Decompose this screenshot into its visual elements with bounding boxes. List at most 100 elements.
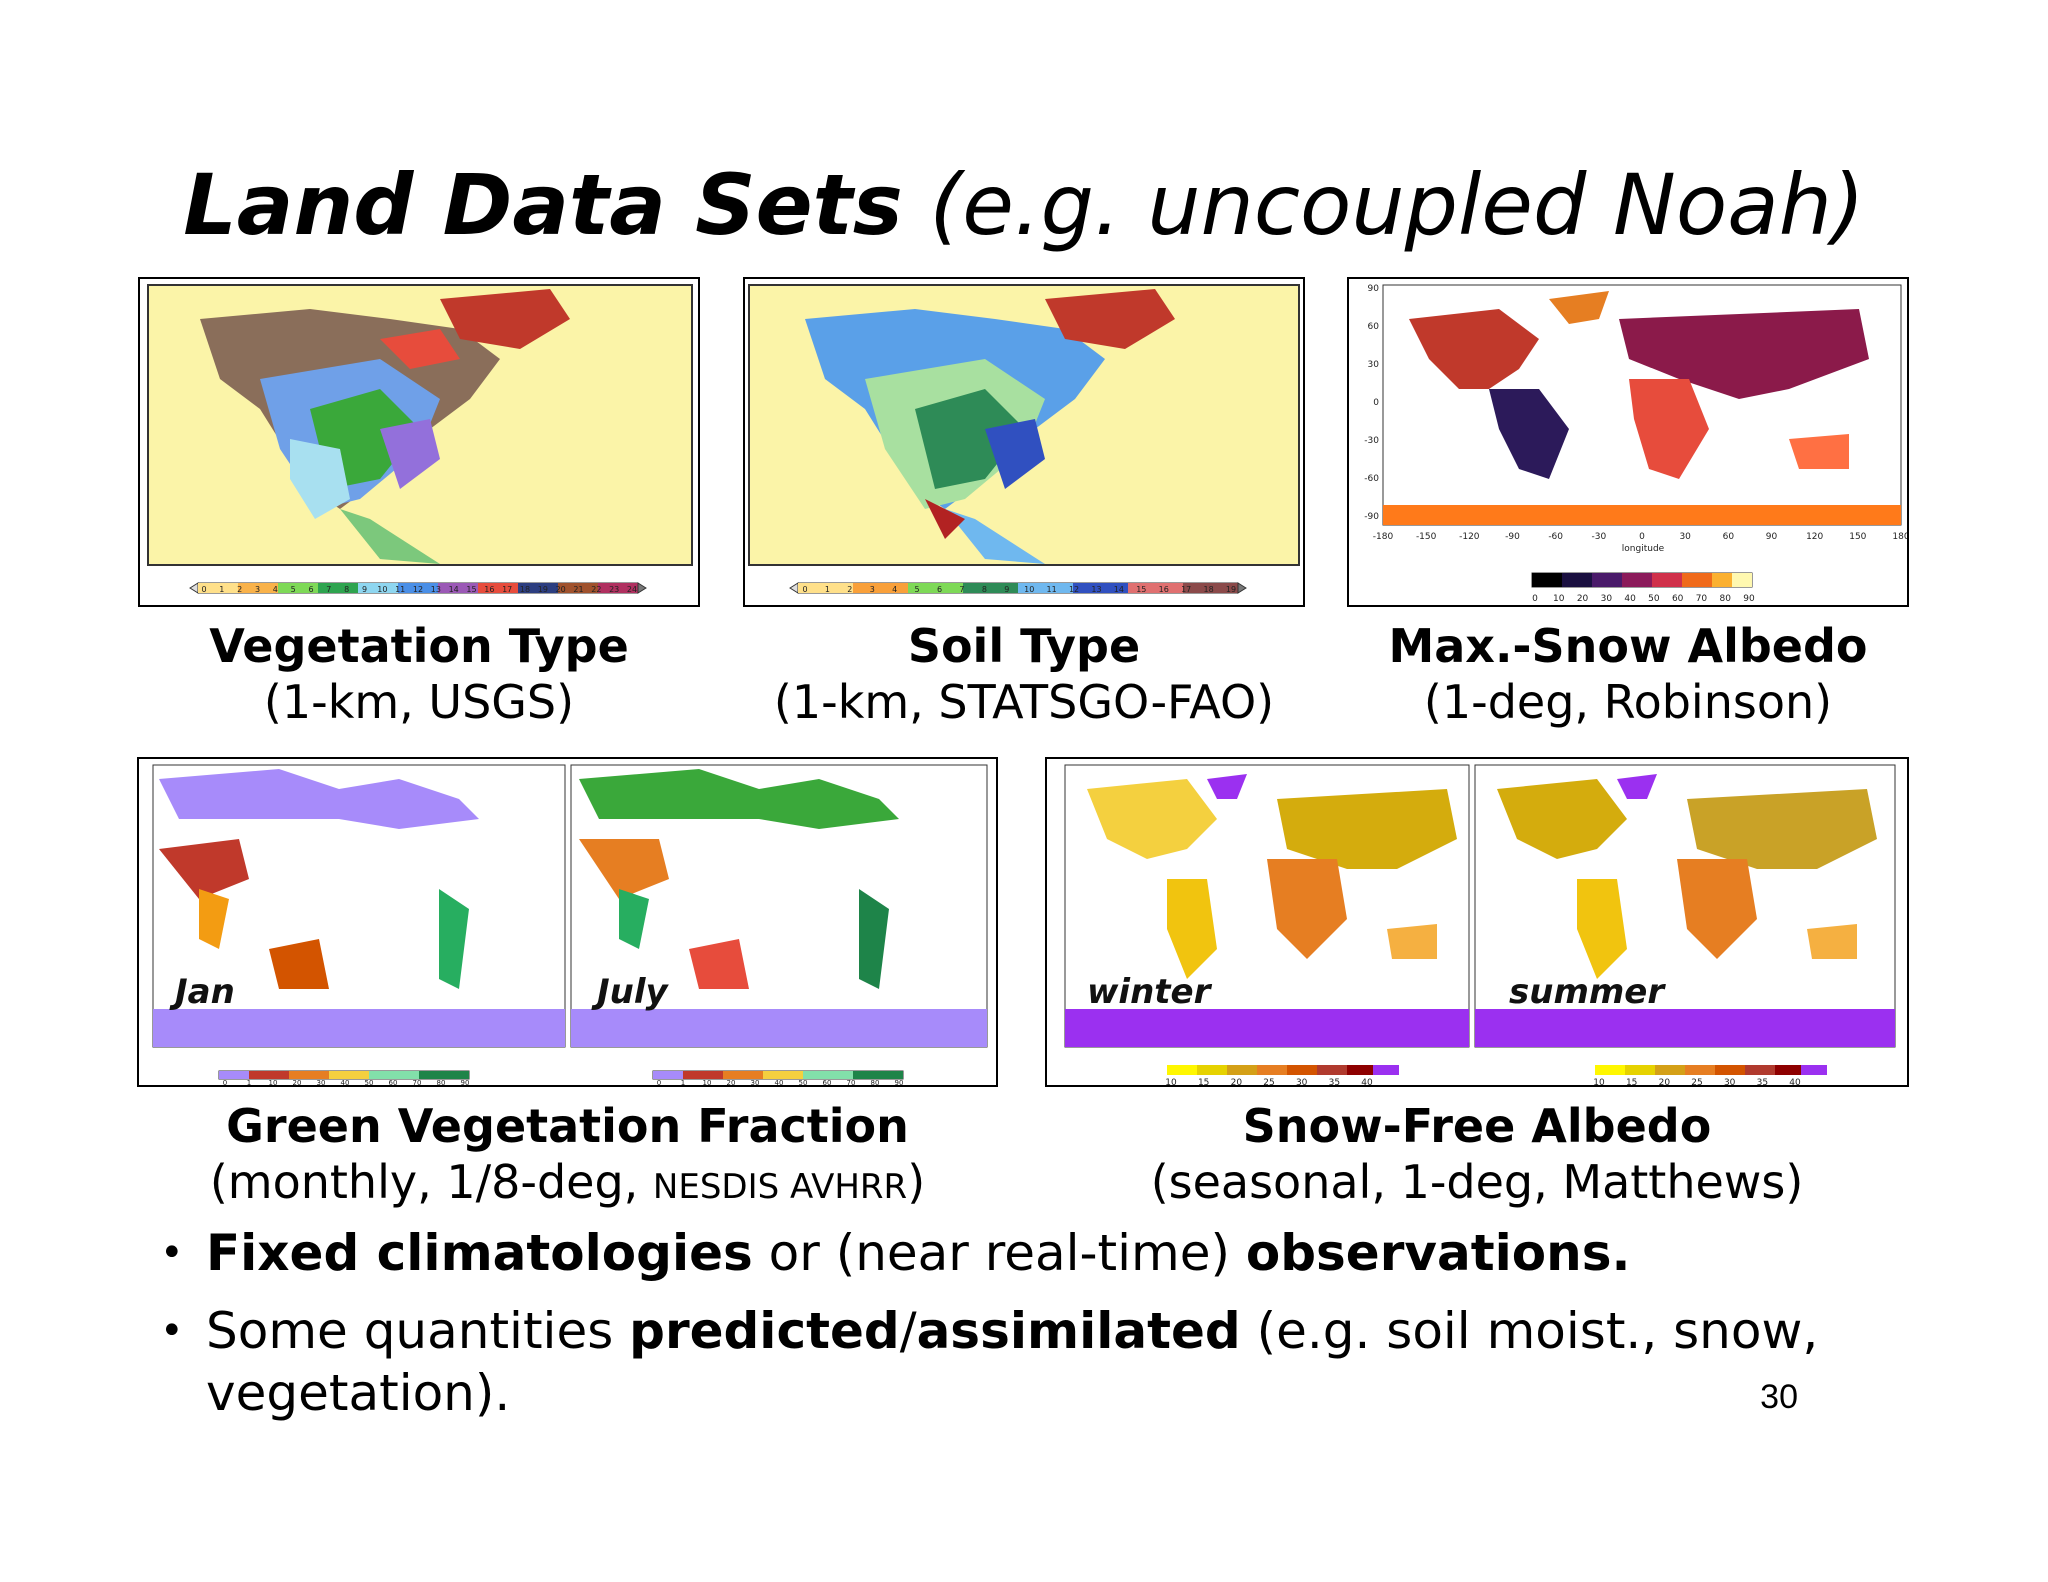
vegetation-colorbar-tick: 16: [484, 585, 494, 594]
snow-albedo-x-tick: -120: [1459, 532, 1480, 542]
b2-post: (e.g. soil moist., snow, vegetation).: [206, 1302, 1819, 1422]
soil-colorbar-tick: 19: [1226, 585, 1236, 594]
b2-slash: /: [899, 1302, 917, 1360]
soil-colorbar-tick: 7: [959, 585, 964, 594]
snowfree-winter-map: [1064, 764, 1470, 1048]
soil-map: [748, 284, 1300, 566]
vegetation-colorbar-tick: 18: [520, 585, 530, 594]
soil-colorbar-tick: 12: [1069, 585, 1079, 594]
gvf-july-colorbar-tick: 1: [681, 1079, 685, 1085]
snow-albedo-colorbar-tick: 20: [1577, 594, 1589, 604]
snow-albedo-y-tick: 0: [1373, 398, 1379, 408]
gvf-july-colorbar-tick: 70: [847, 1079, 856, 1085]
snow-albedo-colorbar-tick: 80: [1719, 594, 1731, 604]
gvf-jan-map: [152, 764, 566, 1048]
snowfree-summer-colorbar-tick: 40: [1789, 1078, 1801, 1085]
b1-bold1: Fixed climatologies: [206, 1224, 753, 1282]
vegetation-colorbar-tick: 10: [377, 585, 387, 594]
soil-colorbar-tick: 15: [1136, 585, 1146, 594]
snow-albedo-colorbar-tick: 30: [1601, 594, 1613, 604]
gvf-jan-colorbar-tick: 10: [269, 1079, 278, 1085]
snowfree-winter-colorbar-tick: 35: [1329, 1078, 1340, 1085]
gvf-jan-colorbar-tick: 70: [413, 1079, 422, 1085]
soil-colorbar-tick: 10: [1024, 585, 1034, 594]
bullet-dot: •: [160, 1230, 184, 1276]
gvf-jan-colorbar: 0 1 10 20 30 40 50 60 70 80 90: [218, 1070, 470, 1085]
snow-albedo-x-tick: 180: [1892, 532, 1907, 542]
gvf-jan-colorbar-tick: 60: [389, 1079, 398, 1085]
vegetation-colorbar-tick: 2: [237, 585, 242, 594]
vegetation-colorbar-tick: 8: [344, 585, 349, 594]
gvf-july-map: [570, 764, 988, 1048]
gvf-jan-colorbar-tick: 20: [293, 1079, 302, 1085]
soil-colorbar-tick: 8: [982, 585, 987, 594]
title-bold: Land Data Sets: [183, 156, 903, 254]
snow-albedo-xlabel: longitude: [1622, 544, 1665, 554]
snowfree-caption: Snow-Free Albedo (seasonal, 1-deg, Matth…: [1045, 1098, 1909, 1210]
gvf-panel: 0 1 10 20 30 40 50 60 70 80 90 0 1 10 20 30 40 50 60 70 80 9…: [137, 757, 998, 1087]
vegetation-colorbar-tick: 1: [219, 585, 224, 594]
soil-colorbar-tick: 0: [802, 585, 807, 594]
bullet-1: • Fixed climatologies or (near real-time…: [160, 1222, 1920, 1284]
soil-map-panel: 0 1 2 3 4 5 6 7 8 9 10 11 12 13 14 15 16 17 18 19: [743, 277, 1305, 607]
vegetation-colorbar-tick: 19: [538, 585, 548, 594]
vegetation-colorbar-tick: 6: [308, 585, 313, 594]
gvf-caption: Green Vegetation Fraction (monthly, 1/8-…: [137, 1098, 998, 1215]
vegetation-caption: Vegetation Type (1-km, USGS): [138, 618, 700, 730]
title-rest: (e.g. uncoupled Noah): [929, 156, 1865, 254]
gvf-jan-colorbar-tick: 30: [317, 1079, 326, 1085]
soil-colorbar-tick: 1: [825, 585, 830, 594]
snow-albedo-colorbar-tick: 60: [1672, 594, 1684, 604]
vegetation-colorbar-tick: 20: [556, 585, 566, 594]
snow-albedo-colorbar-tick: 40: [1624, 594, 1636, 604]
soil-colorbar-tick: 14: [1114, 585, 1124, 594]
snowfree-summer-colorbar-tick: 20: [1659, 1078, 1671, 1085]
snow-albedo-colorbar-tick: 70: [1696, 594, 1708, 604]
vegetation-colorbar-tick: 21: [573, 585, 583, 594]
snow-albedo-x-tick: 90: [1766, 532, 1778, 542]
vegetation-colorbar-tick: 0: [201, 585, 206, 594]
snowfree-summer-colorbar-tick: 10: [1593, 1078, 1605, 1085]
snowfree-winter-colorbar-tick: 10: [1165, 1078, 1177, 1085]
snowfree-summer-colorbar-tick: 25: [1691, 1078, 1702, 1085]
soil-colorbar-tick: 4: [892, 585, 897, 594]
snowfree-summer-colorbar-tick: 35: [1757, 1078, 1768, 1085]
vegetation-colorbar-tick: 15: [466, 585, 476, 594]
b2-bold1: predicted: [629, 1302, 900, 1360]
snow-albedo-map: -180 -150 -120 -90 -60 -30 0 30 60 90 120 150 180 90 6…: [1364, 284, 1907, 554]
soil-colorbar-tick: 5: [915, 585, 920, 594]
b2-pre: Some quantities: [206, 1302, 630, 1360]
vegetation-map-panel: 0 1 2 3 4 5 6 7 8 9 10 11 12 13 14 15 16 17 18 19 20 21 22 23 24: [138, 277, 700, 607]
snowfree-winter-colorbar-tick: 25: [1263, 1078, 1274, 1085]
gvf-july-colorbar-tick: 60: [823, 1079, 832, 1085]
soil-colorbar-tick: 9: [1004, 585, 1009, 594]
gvf-jan-colorbar-tick: 50: [365, 1079, 374, 1085]
vegetation-colorbar-tick: 23: [609, 585, 619, 594]
gvf-sub-prefix: (monthly, 1/8-deg,: [209, 1155, 653, 1209]
snowfree-heading: Snow-Free Albedo: [1242, 1099, 1712, 1153]
snow-albedo-colorbar-tick: 90: [1743, 594, 1755, 604]
gvf-july-colorbar-tick: 30: [751, 1079, 760, 1085]
vegetation-colorbar-tick: 3: [255, 585, 260, 594]
snow-albedo-panel: -180 -150 -120 -90 -60 -30 0 30 60 90 120 150 180 90 6…: [1347, 277, 1909, 607]
vegetation-map: [147, 284, 693, 566]
snow-albedo-colorbar: 0 10 20 30 40 50 60 70 80 90: [1531, 572, 1755, 604]
vegetation-colorbar-tick: 22: [591, 585, 601, 594]
gvf-sub-suffix: ): [907, 1155, 926, 1209]
gvf-jan-label: Jan: [175, 972, 235, 1012]
snowfree-summer-colorbar-tick: 30: [1724, 1078, 1736, 1085]
vegetation-colorbar-tick: 5: [291, 585, 296, 594]
snowfree-winter-colorbar-tick: 30: [1296, 1078, 1308, 1085]
soil-caption: Soil Type (1-km, STATSGO-FAO): [743, 618, 1305, 730]
soil-colorbar-tick: 18: [1203, 585, 1213, 594]
snow-albedo-x-tick: 0: [1639, 532, 1645, 542]
gvf-july-colorbar-tick: 40: [775, 1079, 784, 1085]
gvf-jan-colorbar-tick: 90: [461, 1079, 470, 1085]
vegetation-colorbar: 0 1 2 3 4 5 6 7 8 9 10 11 12 13 14 15 16 17 18 19 20 21 22 23 24: [189, 582, 647, 594]
vegetation-colorbar-tick: 24: [627, 585, 637, 594]
gvf-jan-colorbar-tick: 80: [437, 1079, 446, 1085]
snowfree-winter-colorbar-tick: 20: [1231, 1078, 1243, 1085]
snowfree-winter-colorbar: 10 15 20 25 30 35 40: [1165, 1065, 1399, 1085]
snow-albedo-caption: Max.-Snow Albedo (1-deg, Robinson): [1347, 618, 1909, 730]
snow-albedo-x-tick: 150: [1849, 532, 1866, 542]
